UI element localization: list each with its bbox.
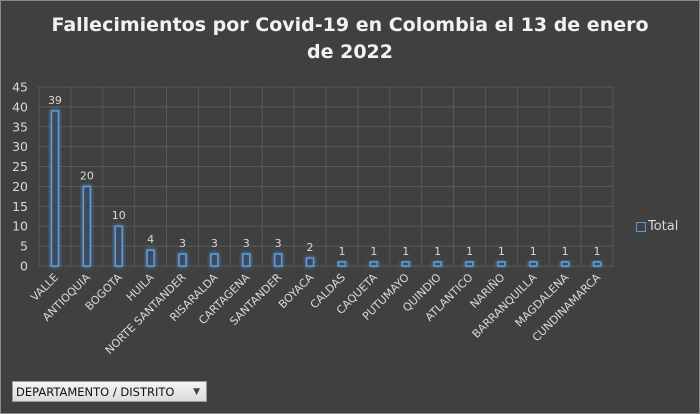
y-tick-label: 5	[20, 239, 28, 254]
y-tick-label: 45	[12, 80, 28, 95]
data-label: 20	[80, 169, 94, 182]
data-label: 1	[338, 245, 345, 258]
legend[interactable]: Total	[636, 219, 678, 234]
bar-santander	[273, 253, 283, 267]
legend-swatch	[636, 221, 646, 232]
y-tick-label: 10	[12, 219, 28, 234]
y-tick-label: 20	[12, 179, 28, 194]
chart-title-line-1: Fallecimientos por Covid-19 en Colombia …	[51, 14, 649, 36]
bar-magdalena	[560, 261, 570, 267]
data-label: 1	[434, 245, 441, 258]
bar-norte-santander	[178, 253, 187, 267]
data-label: 39	[48, 94, 62, 107]
data-label: 4	[147, 233, 154, 246]
y-tick-label: 40	[12, 99, 28, 114]
bar-caldas	[337, 261, 347, 267]
bar-nariño	[497, 261, 506, 267]
data-label: 1	[370, 245, 377, 258]
bar-bogota	[114, 225, 124, 267]
data-label: 3	[275, 237, 282, 250]
bar-cartagena	[241, 253, 251, 267]
legend-label: Total	[648, 219, 679, 234]
y-tick-label: 25	[12, 159, 28, 174]
data-label: 1	[562, 245, 569, 258]
bar-putumayo	[401, 261, 411, 267]
bar-huila	[146, 249, 155, 267]
y-tick-label: 35	[12, 119, 28, 134]
data-label: 3	[243, 237, 250, 250]
data-label: 1	[530, 245, 537, 258]
data-label: 1	[594, 245, 601, 258]
bar-valle	[50, 110, 60, 267]
y-tick-label: 0	[20, 259, 28, 274]
bar-antioquia	[82, 185, 92, 267]
bar-quindio	[433, 261, 442, 267]
bar-atlantico	[465, 261, 474, 267]
data-label: 3	[211, 237, 218, 250]
data-label: 1	[402, 245, 409, 258]
chart-title-line-2: de 2022	[307, 41, 393, 63]
data-label: 1	[466, 245, 473, 258]
bar-cundinamarca	[592, 261, 602, 267]
y-tick-label: 30	[12, 139, 28, 154]
dropdown-arrow-icon: ▼	[193, 387, 200, 397]
data-label: 2	[307, 241, 314, 254]
bar-risaralda	[210, 253, 219, 267]
department-filter-dropdown[interactable]: DEPARTAMENTO / DISTRITO ▼	[12, 381, 207, 402]
data-label: 10	[112, 209, 126, 222]
bar-caqueta	[369, 261, 379, 267]
bar-boyaca	[305, 257, 315, 267]
chart-title: Fallecimientos por Covid-19 en Colombia …	[0, 12, 700, 66]
data-label: 1	[498, 245, 505, 258]
y-tick-label: 15	[12, 199, 28, 214]
dropdown-label: DEPARTAMENTO / DISTRITO	[16, 385, 175, 399]
bar-barranquilla	[528, 261, 538, 267]
data-label: 3	[179, 237, 186, 250]
